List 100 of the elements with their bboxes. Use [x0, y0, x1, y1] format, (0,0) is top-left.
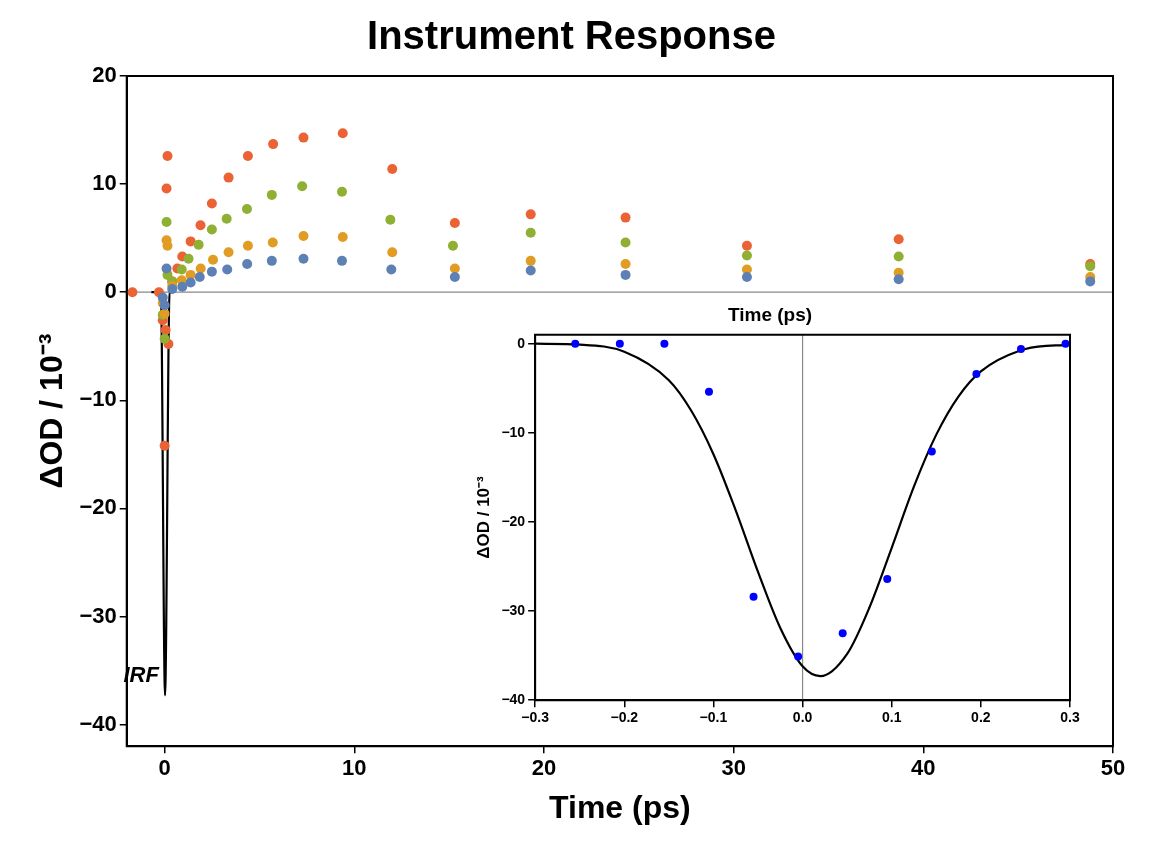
y-tick-label: 20 [92, 62, 117, 88]
x-tick-label: 30 [721, 755, 746, 781]
point [242, 240, 253, 251]
point [620, 269, 631, 280]
point [127, 287, 138, 298]
point [615, 339, 624, 348]
y-tick-label: −30 [501, 601, 526, 618]
point [298, 230, 309, 241]
point [741, 240, 752, 251]
point [893, 251, 904, 262]
point [704, 387, 713, 396]
x-tick-label: 0.3 [1060, 709, 1080, 726]
point [297, 181, 308, 192]
point [193, 239, 204, 250]
x-tick-label: 20 [531, 755, 557, 781]
point [185, 277, 196, 288]
point [387, 247, 398, 258]
point [161, 263, 172, 274]
point [298, 132, 309, 143]
point [223, 172, 234, 183]
y-axis-title: ΔOD / 10⁻³ [33, 333, 70, 489]
point [206, 198, 217, 209]
x-tick-label: 0.0 [792, 709, 813, 726]
point [221, 213, 232, 224]
point [525, 255, 536, 266]
point [447, 240, 458, 251]
point [159, 333, 170, 344]
point [893, 234, 904, 245]
point [185, 236, 196, 247]
point [159, 440, 170, 451]
x-axis-title: Time (ps) [549, 788, 691, 825]
point [660, 339, 669, 348]
point [449, 263, 460, 274]
y-tick-label: −10 [501, 423, 526, 440]
x-axis-title: Time (ps) [727, 303, 813, 325]
point [206, 224, 217, 235]
point [525, 227, 536, 238]
point [385, 214, 396, 225]
y-tick-label: −40 [501, 691, 526, 708]
x-tick-label: 0.1 [881, 709, 902, 726]
point [222, 264, 233, 275]
point [177, 281, 188, 292]
point [620, 237, 631, 248]
point [194, 272, 205, 283]
y-axis-title: ΔOD / 10⁻³ [473, 475, 493, 559]
point [337, 232, 348, 243]
x-tick-label: −0.3 [521, 709, 550, 726]
y-tick-label: −20 [79, 494, 117, 520]
point [883, 574, 892, 583]
point [927, 447, 936, 456]
x-tick-label: 0 [158, 755, 171, 781]
point [525, 209, 536, 220]
point [1061, 339, 1070, 348]
point [336, 255, 347, 266]
point [794, 652, 803, 661]
point [838, 629, 847, 638]
point [208, 254, 219, 265]
point [223, 247, 234, 258]
point [336, 186, 347, 197]
point [449, 272, 460, 283]
point [387, 163, 398, 174]
y-tick-label: −10 [79, 386, 117, 412]
point [206, 266, 217, 277]
point [161, 183, 172, 194]
point [1085, 276, 1096, 287]
y-tick-label: 10 [92, 170, 117, 196]
point [162, 150, 173, 161]
point [242, 150, 253, 161]
chart-title: Instrument Response [367, 13, 776, 58]
point [749, 592, 758, 601]
point [741, 250, 752, 261]
point [386, 264, 397, 275]
y-tick-label: 0 [517, 334, 526, 351]
point [241, 203, 252, 214]
point [161, 216, 172, 227]
point [620, 212, 631, 223]
point [160, 325, 171, 336]
point [267, 237, 278, 248]
point [337, 128, 348, 139]
point [298, 253, 309, 264]
point [242, 259, 253, 270]
x-tick-label: 10 [342, 755, 367, 781]
point [525, 265, 536, 276]
point [176, 264, 187, 275]
x-tick-label: 40 [911, 755, 936, 781]
point [266, 189, 277, 200]
point [620, 259, 631, 270]
point [893, 274, 904, 285]
point [195, 220, 206, 231]
y-tick-label: 0 [104, 278, 117, 304]
point [183, 253, 194, 264]
y-tick-label: −20 [501, 512, 526, 529]
point [571, 339, 580, 348]
x-tick-label: 0.2 [971, 709, 991, 726]
x-tick-label: −0.2 [610, 709, 639, 726]
y-tick-label: −30 [79, 602, 117, 628]
point [195, 263, 206, 274]
point [1016, 345, 1025, 354]
point [972, 370, 981, 379]
point [266, 255, 277, 266]
